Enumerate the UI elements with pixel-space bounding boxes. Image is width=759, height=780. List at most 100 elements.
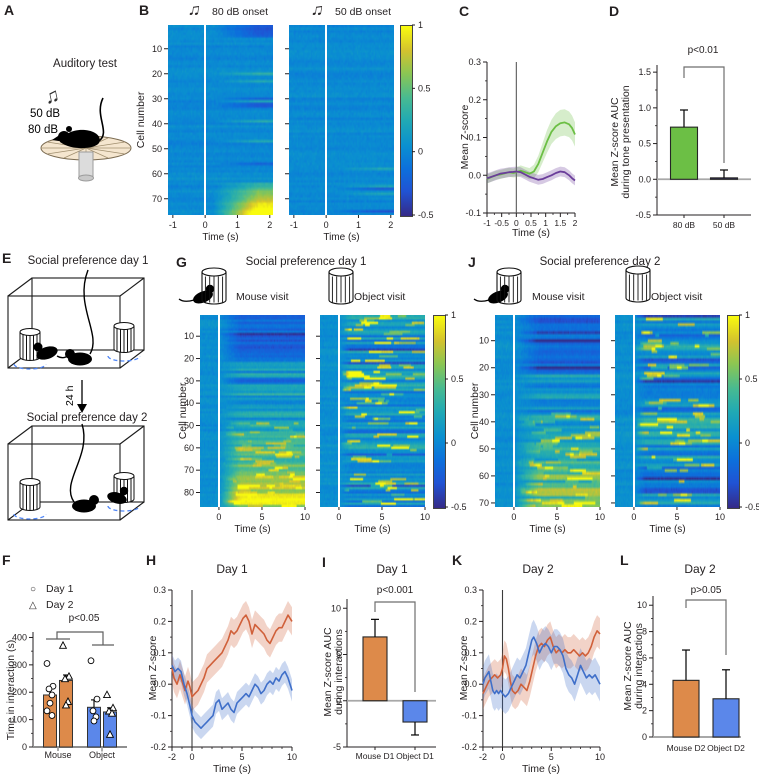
tick-label: -5 — [333, 742, 341, 752]
i-title: Day 1 — [376, 562, 408, 576]
error-band-object — [172, 654, 292, 740]
data-point-circle — [45, 685, 53, 693]
significance-bracket — [56, 631, 104, 645]
tick-label: -0.2 — [150, 742, 166, 752]
tick-label: 50 — [184, 421, 194, 431]
axis-label-y: Mean Z-score — [147, 635, 159, 700]
trace-mouse — [482, 630, 601, 695]
panel-letter-l: L — [620, 552, 629, 568]
heatmap-G2 — [320, 315, 425, 507]
tick-label: -1 — [290, 220, 298, 230]
e-title-day2: Social preference day 2 — [26, 412, 148, 424]
tick-label: 0.5 — [745, 374, 758, 384]
tick-label: -0.5 — [418, 210, 434, 220]
tick-label: 10 — [479, 336, 489, 346]
axis-label-x: Time (s) — [213, 763, 251, 775]
category-label: Object — [89, 750, 116, 760]
data-point-circle — [48, 712, 56, 719]
category-label: 80 dB — [673, 220, 696, 230]
tick-label: 80 — [184, 487, 194, 497]
error-band-80 db — [487, 109, 575, 184]
tick-label: 200 — [12, 687, 27, 697]
tick-label: 60 — [184, 443, 194, 453]
j-header-mouse-visit: Mouse visit — [532, 291, 585, 303]
tick-label: 0.1 — [464, 648, 477, 658]
axis-label-y: Cell number — [177, 382, 189, 439]
panel-letter-a: A — [4, 2, 15, 18]
mouse-tail — [98, 97, 105, 142]
bar-50-db — [709, 177, 739, 180]
tick-label: 400 — [12, 632, 27, 642]
tick-label: 0.5 — [451, 374, 464, 384]
chart-shape — [625, 265, 651, 275]
heatmap-B1 — [168, 25, 273, 215]
g-header-mouse-visit: Mouse visit — [236, 291, 289, 303]
h-title: Day 1 — [216, 562, 248, 576]
tick-label: 0 — [500, 752, 505, 762]
tick-label: 30 — [479, 390, 489, 400]
j-title: Social preference day 2 — [539, 256, 661, 268]
tick-label: 10 — [637, 600, 647, 610]
tick-label: 70 — [184, 465, 194, 475]
legend-day1-label: Day 1 — [46, 583, 74, 595]
tick-label: 0 — [324, 220, 329, 230]
data-point-triangle — [105, 729, 115, 738]
onset-line — [337, 315, 340, 507]
i-pvalue: p<0.001 — [376, 585, 414, 596]
tick-label: 0 — [418, 147, 423, 157]
tick-label: 0.3 — [464, 585, 477, 595]
tick-label: -0.2 — [461, 742, 477, 752]
tick-label: 0.1 — [468, 133, 481, 143]
j-header-object-visit: Object visit — [651, 291, 703, 303]
tick-label: 0 — [642, 732, 647, 742]
category-label: Mouse — [44, 750, 71, 760]
heatmap-G1 — [200, 315, 305, 507]
tick-label: 10 — [715, 512, 725, 522]
e-title-day1: Social preference day 1 — [27, 255, 149, 267]
panel-letter-e: E — [2, 250, 12, 266]
tick-label: 0.1 — [153, 648, 166, 658]
data-point-triangle — [58, 640, 68, 649]
pedestal-base — [78, 174, 94, 182]
tick-label: -0.1 — [150, 711, 166, 721]
cup-left-day1 — [19, 328, 41, 361]
heatmap-B2 — [289, 25, 394, 215]
tick-label: 0.0 — [638, 174, 651, 184]
legend-circle-marker: ○ — [30, 584, 37, 595]
panel-letter-h: H — [146, 552, 157, 568]
panel-letter-i: I — [322, 554, 326, 570]
panel-letter-b: B — [139, 2, 150, 18]
bar-80-db — [669, 126, 699, 180]
significance-bracket — [683, 66, 725, 163]
tick-label: -0.5 — [451, 502, 467, 512]
axis-label-y: Mean Z-score AUCduring tone presentation — [609, 85, 632, 198]
tick-label: 1 — [451, 310, 456, 320]
chart-shape — [178, 298, 195, 302]
category-label: Mouse D1 — [356, 751, 395, 761]
data-point-circle — [89, 707, 97, 715]
tick-label: 0.3 — [153, 585, 166, 595]
music-note-icon: ♫ — [42, 84, 61, 109]
onset-line — [217, 315, 220, 507]
tick-label: 60 — [479, 471, 489, 481]
bar-object-d2 — [712, 698, 740, 738]
tick-label: -0.1 — [461, 711, 477, 721]
axis-label-y: Cell number — [469, 382, 481, 439]
axis-label-y: Mean Z-score AUCduring interactions — [622, 621, 645, 711]
tick-label: 2 — [388, 220, 393, 230]
colorbar — [727, 315, 740, 509]
tick-label: 100 — [12, 715, 27, 725]
data-point-triangle — [102, 690, 112, 699]
tick-label: 5 — [549, 752, 554, 762]
tick-label: 1.5 — [554, 218, 566, 228]
bar-mouse-d2 — [672, 679, 700, 738]
subject-mouse-day2 — [69, 423, 99, 513]
cup-icon — [328, 267, 354, 305]
delay-label: 24 h — [64, 385, 76, 406]
data-point-circle — [43, 660, 51, 667]
category-label: Object D1 — [396, 751, 434, 761]
b-header-80db: 80 dB onset — [212, 6, 269, 18]
axis-label-y: Time in interaction (s) — [5, 640, 17, 741]
b-header-50db: 50 dB onset — [335, 6, 392, 18]
axis-label-x: Time (s) — [323, 232, 359, 243]
